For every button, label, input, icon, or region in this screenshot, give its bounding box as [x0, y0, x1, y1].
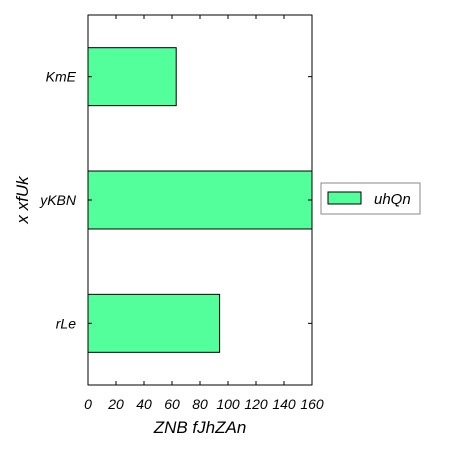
x-tick-label: 140	[272, 396, 296, 412]
legend-swatch	[327, 191, 362, 205]
x-axis-label: ZNB fJhZAn	[153, 418, 247, 437]
y-tick-label: KmE	[46, 69, 77, 85]
x-tick-label: 120	[244, 396, 268, 412]
bar-rLe	[87, 293, 221, 353]
y-tick-label: yKBN	[39, 192, 77, 208]
bars-group	[87, 47, 313, 353]
x-tick-label: 40	[136, 396, 152, 412]
bar-KmE	[87, 47, 177, 107]
x-tick-label: 80	[192, 396, 208, 412]
x-tick-label: 20	[107, 396, 124, 412]
x-tick-label: 160	[300, 396, 324, 412]
ticks-group: KmE yKBN rLe 0 20 40 60 80 100 120 140 160	[39, 15, 324, 412]
x-tick-label: 60	[164, 396, 180, 412]
y-axis-label: x xfUk	[13, 175, 32, 225]
legend: uhQn	[320, 182, 421, 215]
y-tick-label: rLe	[56, 315, 76, 331]
x-tick-label: 100	[216, 396, 240, 412]
legend-label: uhQn	[374, 191, 411, 208]
bar-yKBN	[87, 170, 313, 230]
x-tick-label: 0	[84, 396, 92, 412]
